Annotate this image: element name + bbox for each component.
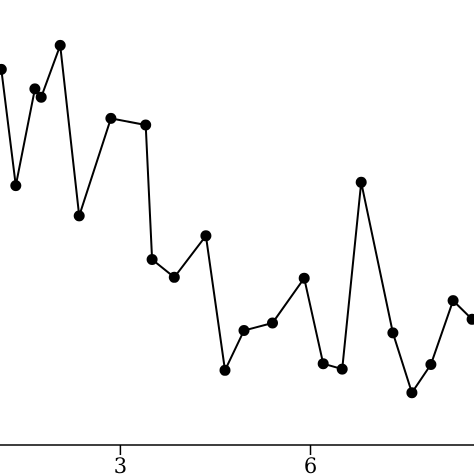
data-point [73,210,85,222]
data-point [238,325,250,336]
data-point [355,176,367,188]
x-tick-label: 3 [114,454,127,474]
data-point [387,327,399,339]
data-point [317,358,329,370]
data-point [425,359,437,370]
data-point [54,39,66,51]
data-point [140,119,152,131]
data-point [146,254,158,265]
data-point [466,313,474,325]
data-point [219,364,231,376]
data-point [336,363,348,375]
data-point [35,91,47,103]
data-point [406,387,418,399]
x-tick-label: 6 [304,454,317,474]
data-point [0,63,7,75]
data-point [29,83,41,95]
data-point [298,272,310,284]
data-point [200,230,212,242]
data-point [168,271,180,283]
data-point [10,180,22,192]
data-point [447,295,459,307]
series-line [0,44,473,394]
data-point [267,317,278,329]
data-point [105,112,117,124]
plot-area [0,39,474,399]
